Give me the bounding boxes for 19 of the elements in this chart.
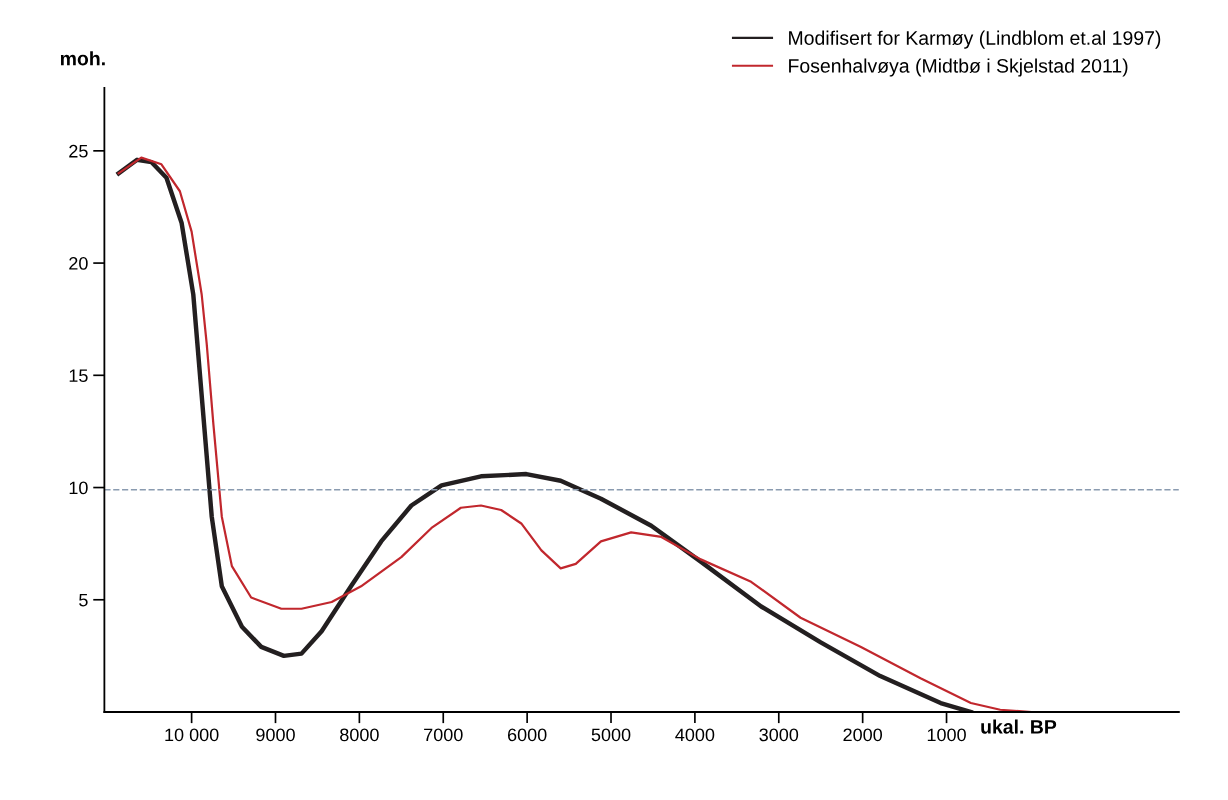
x-tick-label: 10 000 xyxy=(165,728,219,742)
legend-label: Fosenhalvøya (Midtbø i Skjelstad 2011) xyxy=(789,58,1128,77)
y-tick-label: 10 xyxy=(69,481,88,495)
y-tick-label: 20 xyxy=(69,257,88,270)
y-tick-label: 25 xyxy=(69,144,88,158)
y-tick-label: 5 xyxy=(79,593,88,607)
x-tick-label: 2000 xyxy=(843,728,883,742)
legend-label: Modifisert for Karmøy (Lindblom et.al 1997) xyxy=(789,30,1161,49)
x-tick-label: 9000 xyxy=(256,728,295,742)
x-tick-label: 1000 xyxy=(927,728,966,742)
y-tick-label: 15 xyxy=(69,369,88,383)
x-tick-label: 4000 xyxy=(675,728,715,742)
x-axis-title: ukal. BP xyxy=(981,719,1057,734)
x-tick-label: 3000 xyxy=(759,728,799,742)
x-tick-label: 8000 xyxy=(340,728,379,742)
x-tick-label: 6000 xyxy=(507,728,547,742)
y-axis-title: moh. xyxy=(60,51,105,66)
x-tick-label: 5000 xyxy=(591,728,631,742)
x-tick-label: 7000 xyxy=(424,728,463,742)
